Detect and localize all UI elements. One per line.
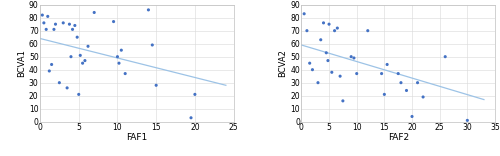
Point [78, 62, 86, 64]
Point [352, 72, 360, 75]
Point [71, 24, 79, 27]
Point [42, 28, 50, 31]
Point [50, 28, 58, 31]
Point [306, 62, 314, 64]
Point [308, 68, 316, 71]
Point [380, 93, 388, 96]
Point [63, 87, 71, 89]
Point [350, 57, 358, 59]
Point [336, 75, 344, 77]
Point [81, 59, 89, 62]
Point [322, 51, 330, 54]
Point [44, 15, 52, 18]
Point [339, 100, 347, 102]
Point [67, 55, 75, 58]
Point [334, 27, 342, 29]
Point [394, 72, 402, 75]
Point [408, 115, 416, 118]
Point [38, 14, 46, 16]
Point [73, 36, 81, 38]
Point [148, 44, 156, 46]
Point [303, 29, 311, 32]
Point [118, 49, 126, 51]
Point [66, 23, 74, 25]
Point [414, 81, 422, 84]
Point [121, 72, 129, 75]
Point [110, 20, 118, 23]
Point [144, 9, 152, 11]
Point [56, 81, 64, 84]
Point [187, 117, 195, 119]
Point [40, 22, 48, 24]
Point [402, 89, 410, 92]
Point [328, 71, 336, 73]
Point [441, 55, 449, 58]
Point [59, 22, 67, 24]
Point [330, 29, 338, 32]
Point [324, 59, 332, 62]
Point [364, 29, 372, 32]
Point [52, 23, 60, 25]
Point [74, 93, 82, 96]
Point [191, 93, 199, 96]
Point [464, 119, 471, 122]
Point [152, 84, 160, 87]
Y-axis label: BCVA2: BCVA2 [278, 49, 287, 77]
Point [46, 70, 54, 72]
Point [316, 39, 324, 41]
Point [84, 45, 92, 48]
Point [419, 96, 427, 98]
X-axis label: FAF1: FAF1 [126, 133, 148, 142]
Point [114, 55, 122, 58]
Point [383, 63, 391, 66]
Point [300, 12, 308, 15]
Point [347, 55, 355, 58]
Point [115, 62, 123, 64]
Point [397, 81, 405, 84]
Point [325, 23, 333, 25]
Point [314, 81, 322, 84]
Point [320, 22, 328, 24]
Point [68, 28, 76, 31]
X-axis label: FAF2: FAF2 [388, 133, 409, 142]
Point [90, 11, 98, 14]
Point [378, 72, 386, 75]
Point [76, 54, 84, 57]
Y-axis label: BCVA1: BCVA1 [17, 49, 26, 77]
Point [48, 63, 56, 66]
